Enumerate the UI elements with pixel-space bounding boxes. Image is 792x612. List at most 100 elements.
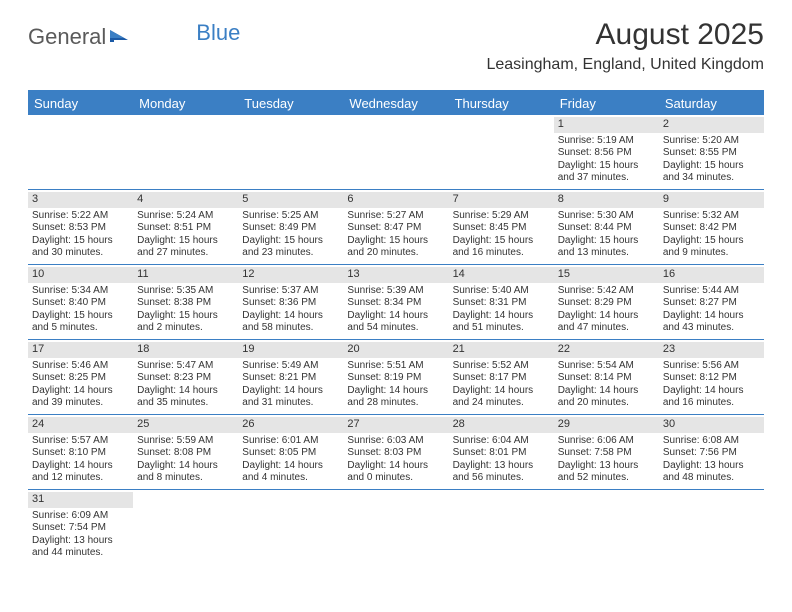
day-number: 13 xyxy=(343,267,448,283)
day-info-line: Sunrise: 5:47 AM xyxy=(137,360,234,373)
logo-text-blue: Blue xyxy=(196,20,240,46)
day-info-line: Sunrise: 5:39 AM xyxy=(347,285,444,298)
day-info-line: Daylight: 14 hours xyxy=(453,310,550,323)
day-info-line: Sunset: 7:56 PM xyxy=(663,447,760,460)
day-info-line: Sunrise: 5:42 AM xyxy=(558,285,655,298)
day-cell-empty xyxy=(133,490,238,564)
day-cell: 1Sunrise: 5:19 AMSunset: 8:56 PMDaylight… xyxy=(554,115,659,189)
day-info-line: and 8 minutes. xyxy=(137,472,234,485)
day-number: 29 xyxy=(554,417,659,433)
day-info-line: Sunset: 8:05 PM xyxy=(242,447,339,460)
day-info-line: Sunrise: 5:30 AM xyxy=(558,210,655,223)
day-info-line: Sunrise: 5:20 AM xyxy=(663,135,760,148)
day-number: 15 xyxy=(554,267,659,283)
day-cell: 3Sunrise: 5:22 AMSunset: 8:53 PMDaylight… xyxy=(28,190,133,264)
day-info-line: Sunset: 8:45 PM xyxy=(453,222,550,235)
day-info-line: Sunrise: 5:19 AM xyxy=(558,135,655,148)
day-info-line: and 12 minutes. xyxy=(32,472,129,485)
day-info-line: Daylight: 14 hours xyxy=(558,385,655,398)
day-cell: 15 Sunrise: 5:42 AMSunset: 8:29 PMDayligh… xyxy=(554,265,659,339)
day-info-line: and 9 minutes. xyxy=(663,247,760,260)
day-number: 12 xyxy=(238,267,343,283)
day-number: 14 xyxy=(449,267,554,283)
day-cell-empty xyxy=(238,115,343,189)
month-title: August 2025 xyxy=(486,18,764,52)
day-cell: 23Sunrise: 5:56 AMSunset: 8:12 PMDayligh… xyxy=(659,340,764,414)
day-info-line: and 4 minutes. xyxy=(242,472,339,485)
day-info-line: Sunrise: 5:44 AM xyxy=(663,285,760,298)
day-number: 18 xyxy=(133,342,238,358)
day-number: 9 xyxy=(659,192,764,208)
day-info-line: Sunset: 8:29 PM xyxy=(558,297,655,310)
week-row: 17Sunrise: 5:46 AMSunset: 8:25 PMDayligh… xyxy=(28,340,764,415)
day-info-line: Daylight: 13 hours xyxy=(558,460,655,473)
day-info-line: Sunset: 8:14 PM xyxy=(558,372,655,385)
day-info-line: Daylight: 14 hours xyxy=(242,460,339,473)
day-info-line: Daylight: 14 hours xyxy=(347,310,444,323)
day-cell: 7Sunrise: 5:29 AMSunset: 8:45 PMDaylight… xyxy=(449,190,554,264)
day-info-line: and 20 minutes. xyxy=(347,247,444,260)
day-cell: 4Sunrise: 5:24 AMSunset: 8:51 PMDaylight… xyxy=(133,190,238,264)
day-info-line: Sunset: 7:58 PM xyxy=(558,447,655,460)
day-number: 25 xyxy=(133,417,238,433)
day-info-line: and 52 minutes. xyxy=(558,472,655,485)
logo-flag-icon xyxy=(110,24,132,50)
day-info-line: and 30 minutes. xyxy=(32,247,129,260)
day-info-line: and 37 minutes. xyxy=(558,172,655,185)
header: General Blue August 2025 Leasingham, Eng… xyxy=(0,0,792,82)
day-info-line: Sunset: 8:49 PM xyxy=(242,222,339,235)
day-cell-empty xyxy=(238,490,343,564)
weekday-tuesday: Tuesday xyxy=(238,92,343,115)
day-info-line: Daylight: 15 hours xyxy=(663,235,760,248)
day-cell: 24Sunrise: 5:57 AMSunset: 8:10 PMDayligh… xyxy=(28,415,133,489)
day-info-line: and 27 minutes. xyxy=(137,247,234,260)
day-info-line: and 13 minutes. xyxy=(558,247,655,260)
day-info-line: Sunset: 8:34 PM xyxy=(347,297,444,310)
day-info-line: Daylight: 15 hours xyxy=(347,235,444,248)
weekday-sunday: Sunday xyxy=(28,92,133,115)
day-cell: 28Sunrise: 6:04 AMSunset: 8:01 PMDayligh… xyxy=(449,415,554,489)
day-info-line: Daylight: 14 hours xyxy=(242,385,339,398)
day-info-line: Daylight: 15 hours xyxy=(558,235,655,248)
day-cell-empty xyxy=(449,490,554,564)
day-cell: 13 Sunrise: 5:39 AMSunset: 8:34 PMDayligh… xyxy=(343,265,448,339)
day-info-line: Sunrise: 5:37 AM xyxy=(242,285,339,298)
day-number: 22 xyxy=(554,342,659,358)
day-cell: 16Sunrise: 5:44 AMSunset: 8:27 PMDayligh… xyxy=(659,265,764,339)
day-info-line: and 2 minutes. xyxy=(137,322,234,335)
day-info-line: Sunset: 8:40 PM xyxy=(32,297,129,310)
day-info-line: and 5 minutes. xyxy=(32,322,129,335)
day-info-line: Daylight: 14 hours xyxy=(242,310,339,323)
day-info-line: Daylight: 15 hours xyxy=(32,310,129,323)
day-number: 19 xyxy=(238,342,343,358)
day-info-line: Sunrise: 5:46 AM xyxy=(32,360,129,373)
day-cell-empty xyxy=(343,490,448,564)
day-info-line: Sunrise: 5:56 AM xyxy=(663,360,760,373)
week-row: 24Sunrise: 5:57 AMSunset: 8:10 PMDayligh… xyxy=(28,415,764,490)
day-cell: 18Sunrise: 5:47 AMSunset: 8:23 PMDayligh… xyxy=(133,340,238,414)
day-info-line: Sunset: 8:38 PM xyxy=(137,297,234,310)
day-info-line: and 16 minutes. xyxy=(453,247,550,260)
day-info-line: and 34 minutes. xyxy=(663,172,760,185)
day-info-line: Sunset: 8:23 PM xyxy=(137,372,234,385)
day-info-line: and 51 minutes. xyxy=(453,322,550,335)
day-cell: 9Sunrise: 5:32 AMSunset: 8:42 PMDaylight… xyxy=(659,190,764,264)
day-cell: 11Sunrise: 5:35 AMSunset: 8:38 PMDayligh… xyxy=(133,265,238,339)
day-info-line: Daylight: 14 hours xyxy=(347,460,444,473)
day-cell: 27Sunrise: 6:03 AMSunset: 8:03 PMDayligh… xyxy=(343,415,448,489)
day-info-line: Daylight: 14 hours xyxy=(558,310,655,323)
day-number: 11 xyxy=(133,267,238,283)
day-cell: 2Sunrise: 5:20 AMSunset: 8:55 PMDaylight… xyxy=(659,115,764,189)
day-info-line: Daylight: 15 hours xyxy=(453,235,550,248)
day-number: 20 xyxy=(343,342,448,358)
day-info-line: Sunset: 8:51 PM xyxy=(137,222,234,235)
day-info-line: Daylight: 14 hours xyxy=(137,460,234,473)
day-cell: 17Sunrise: 5:46 AMSunset: 8:25 PMDayligh… xyxy=(28,340,133,414)
day-info-line: Sunrise: 5:25 AM xyxy=(242,210,339,223)
day-info-line: Sunset: 7:54 PM xyxy=(32,522,129,535)
day-number: 17 xyxy=(28,342,133,358)
day-number: 7 xyxy=(449,192,554,208)
day-info-line: Sunset: 8:17 PM xyxy=(453,372,550,385)
day-info-line: Sunrise: 5:27 AM xyxy=(347,210,444,223)
day-info-line: Daylight: 14 hours xyxy=(663,310,760,323)
